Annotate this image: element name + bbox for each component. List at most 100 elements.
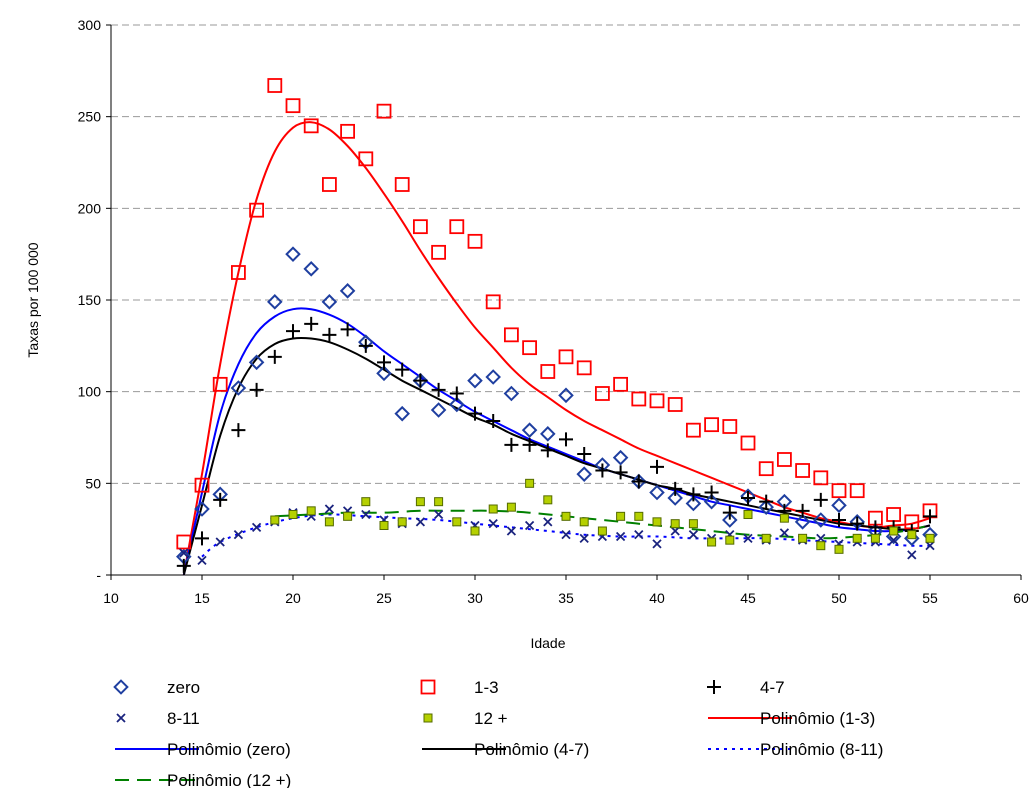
y-tick-label: 50 <box>85 475 101 491</box>
data-point <box>888 535 899 545</box>
x-tick-labels: 10 15 20 25 30 35 40 45 50 55 60 <box>103 590 1029 606</box>
data-point <box>543 495 553 505</box>
data-point <box>561 530 571 540</box>
data-point <box>176 534 192 550</box>
series-markers-2 <box>176 316 937 573</box>
data-point <box>358 338 373 353</box>
x-tick-label: 35 <box>558 590 574 606</box>
legend-label: Polinômio (8-11) <box>760 740 883 759</box>
legend-item-4: 12 + <box>423 709 508 728</box>
data-point <box>540 364 556 379</box>
data-point <box>849 483 865 499</box>
data-point <box>433 509 444 520</box>
x-axis-title: Idade <box>530 635 565 651</box>
data-point <box>321 294 338 310</box>
x-tick-label: 10 <box>103 590 119 606</box>
data-point <box>613 465 628 480</box>
data-point <box>813 470 829 486</box>
data-point <box>376 365 392 382</box>
data-point <box>288 510 298 519</box>
legend-marker <box>707 680 721 694</box>
data-point <box>488 519 498 529</box>
data-point <box>795 463 810 478</box>
data-point <box>688 519 698 529</box>
data-point <box>213 492 228 507</box>
data-point <box>722 505 737 520</box>
data-point <box>889 526 899 536</box>
data-point <box>707 537 717 547</box>
data-point <box>415 497 425 507</box>
data-point <box>615 531 626 542</box>
data-point <box>540 426 556 442</box>
y-tick-label: - <box>96 567 101 583</box>
data-point <box>650 459 664 474</box>
data-point <box>576 360 592 376</box>
data-point <box>339 283 356 299</box>
data-point <box>267 294 283 310</box>
data-point <box>779 528 790 538</box>
data-point <box>559 432 573 447</box>
data-point <box>430 402 447 418</box>
data-point <box>413 373 428 388</box>
data-point <box>470 526 480 536</box>
data-point <box>506 502 516 512</box>
data-point <box>594 457 611 473</box>
data-point <box>449 396 465 413</box>
data-point <box>412 372 429 389</box>
legend-label: Polinômio (12 +) <box>167 771 291 788</box>
data-point <box>703 493 720 510</box>
data-point <box>449 386 464 401</box>
data-point <box>743 533 753 543</box>
data-point <box>831 497 847 514</box>
data-point <box>377 355 391 370</box>
legend-label: 1-3 <box>474 678 499 697</box>
data-point <box>925 541 935 551</box>
data-point <box>540 443 555 458</box>
data-point <box>431 244 447 260</box>
data-point <box>761 533 771 543</box>
legend-label: Polinômio (zero) <box>167 740 291 759</box>
data-point <box>779 513 789 523</box>
legend-item-2: 4-7 <box>707 678 785 697</box>
series-markers-1 <box>176 78 938 550</box>
data-point <box>558 349 574 365</box>
data-point <box>740 435 756 451</box>
data-point <box>194 501 210 517</box>
y-tick-label: 200 <box>78 200 102 216</box>
data-point <box>849 514 865 530</box>
data-point <box>176 548 192 565</box>
data-point <box>431 382 446 397</box>
data-point <box>685 495 702 512</box>
data-point <box>522 340 537 356</box>
data-point <box>832 513 846 527</box>
data-point <box>179 548 189 558</box>
data-point <box>686 487 701 502</box>
data-point <box>394 405 410 422</box>
data-point <box>504 437 519 452</box>
data-point <box>286 324 300 339</box>
data-point <box>212 486 228 503</box>
data-point <box>670 526 680 536</box>
data-point <box>794 514 811 530</box>
data-point <box>415 517 426 527</box>
x-tick-label: 15 <box>194 590 210 606</box>
data-point <box>776 493 793 510</box>
data-point <box>267 78 283 93</box>
legend-marker <box>423 713 433 723</box>
data-point <box>524 520 535 531</box>
data-point <box>503 327 519 343</box>
data-point <box>376 103 392 119</box>
data-point <box>468 406 482 421</box>
legend-marker <box>420 679 436 695</box>
legend-item-1: 1-3 <box>420 678 499 697</box>
legend-label: 8-11 <box>167 709 200 728</box>
data-point <box>758 499 774 515</box>
data-point <box>195 531 209 546</box>
data-point <box>813 512 829 528</box>
y-tick-label: 300 <box>78 17 102 33</box>
legend-label: 4-7 <box>760 678 785 697</box>
x-tick-label: 30 <box>467 590 483 606</box>
data-point <box>813 492 828 507</box>
data-point <box>267 349 282 364</box>
data-point <box>212 376 228 392</box>
